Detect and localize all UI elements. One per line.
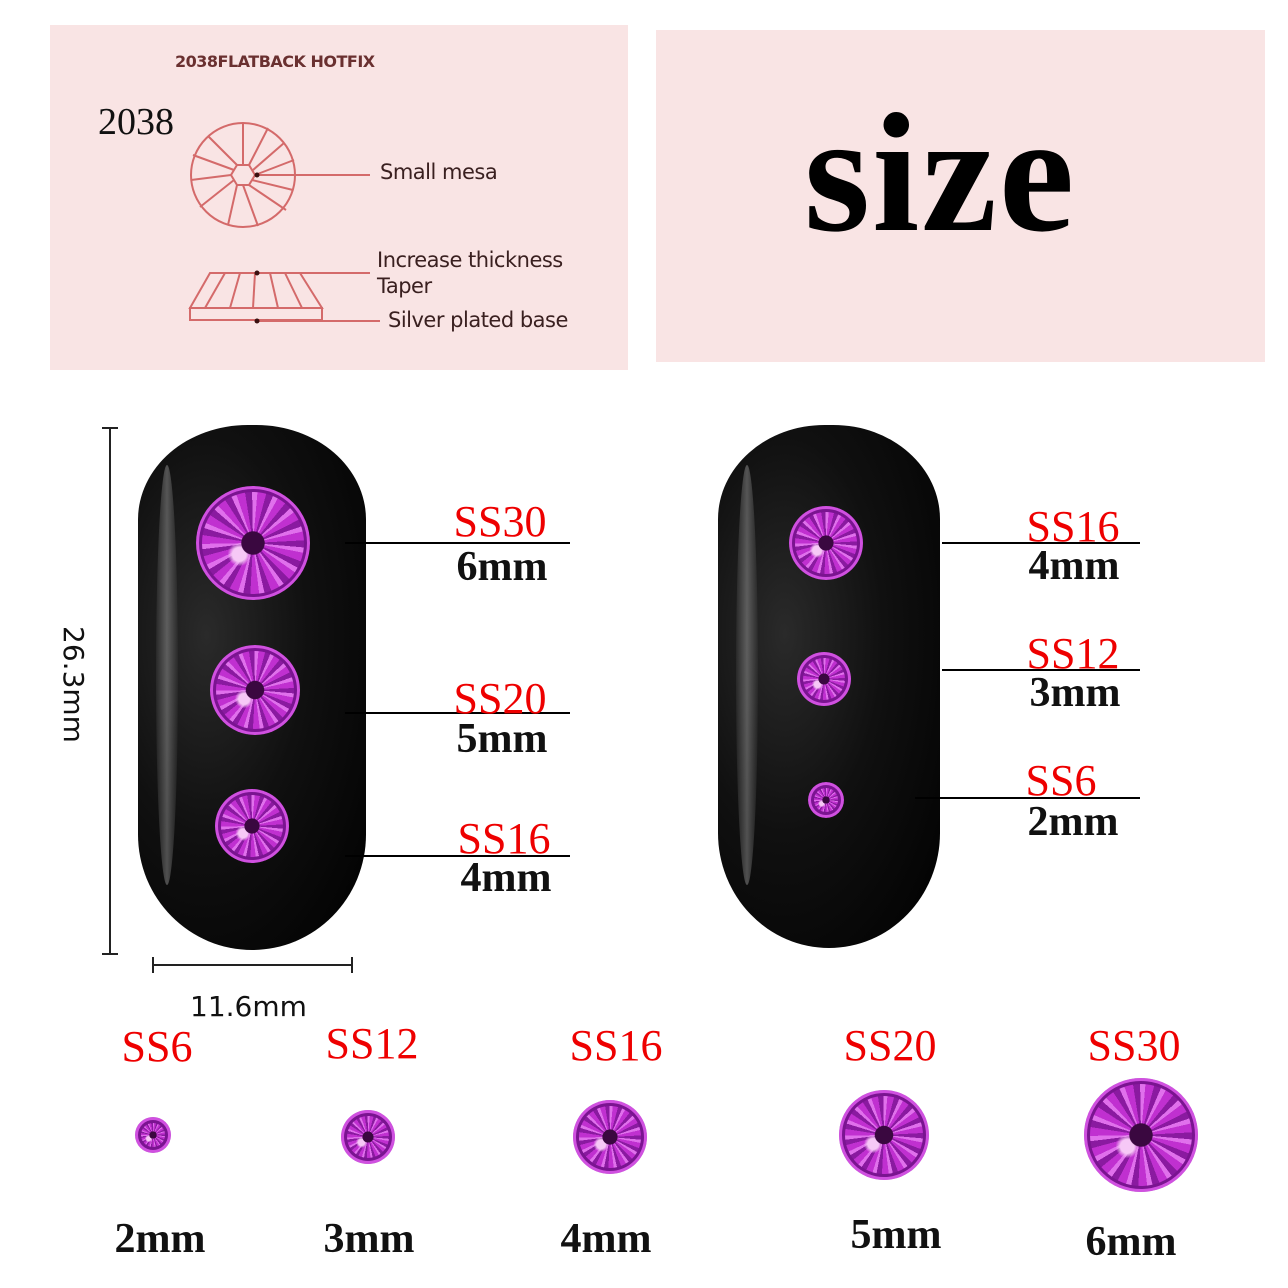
size-mm-label: 4mm — [1028, 543, 1120, 589]
size-code-label: SS16 — [457, 814, 551, 863]
size-code-label: SS6 — [1025, 756, 1097, 805]
width-dimension-line — [153, 964, 353, 966]
label-taper: Taper — [377, 274, 432, 298]
pointer-line — [915, 797, 1140, 799]
gem-ss20 — [839, 1090, 929, 1180]
title-size: size — [804, 79, 1077, 267]
size-code-label: SS12 — [1026, 629, 1120, 678]
gem-ss12 — [797, 652, 851, 706]
size-code-label: SS30 — [1087, 1021, 1181, 1070]
gem-ss6 — [808, 782, 844, 818]
size-code-label: SS20 — [453, 674, 547, 723]
gem-facet-diagram — [188, 122, 380, 324]
gem-ss16 — [573, 1100, 647, 1174]
pointer-line — [345, 542, 570, 544]
size-code-label: SS12 — [325, 1019, 419, 1068]
gem-ss16 — [789, 506, 863, 580]
size-mm-label: 3mm — [1029, 670, 1121, 716]
height-dimension-cap — [102, 427, 118, 429]
size-mm-label: 3mm — [323, 1216, 415, 1262]
gem-ss12 — [341, 1110, 395, 1164]
size-code-label: SS16 — [1026, 502, 1120, 551]
pointer-line — [942, 542, 1140, 544]
pointer-line — [345, 712, 570, 714]
model-number: 2038 — [98, 101, 174, 143]
size-mm-label: 6mm — [1085, 1219, 1177, 1265]
size-mm-label: 4mm — [460, 855, 552, 901]
size-mm-label: 2mm — [1027, 799, 1119, 845]
size-code-label: SS30 — [453, 497, 547, 546]
pointer-line — [942, 669, 1140, 671]
label-small-mesa: Small mesa — [380, 160, 498, 184]
size-code-label: SS6 — [121, 1022, 193, 1071]
height-dimension-label: 26.3mm — [56, 626, 90, 743]
gem-ss16 — [215, 789, 289, 863]
width-dimension-label: 11.6mm — [190, 990, 307, 1023]
rhinestone-diagram-panel: 2038FLATBACK HOTFIX 2038 — [50, 25, 628, 370]
gem-ss30 — [196, 486, 310, 600]
gem-ss20 — [210, 645, 300, 735]
size-mm-label: 4mm — [560, 1216, 652, 1262]
label-silver-plated-base: Silver plated base — [388, 308, 568, 332]
height-dimension-cap — [102, 953, 118, 955]
diagram-header: 2038FLATBACK HOTFIX — [175, 52, 375, 71]
label-increase-thickness: Increase thickness — [377, 248, 563, 272]
height-dimension-line — [109, 427, 111, 955]
title-panel: size — [656, 30, 1265, 362]
size-mm-label: 5mm — [850, 1212, 942, 1258]
size-code-label: SS16 — [569, 1021, 663, 1070]
pointer-line — [345, 855, 570, 857]
width-dimension-cap — [351, 957, 353, 973]
width-dimension-cap — [152, 957, 154, 973]
size-mm-label: 6mm — [456, 544, 548, 590]
size-mm-label: 5mm — [456, 716, 548, 762]
size-code-label: SS20 — [843, 1021, 937, 1070]
gem-ss30 — [1084, 1078, 1198, 1192]
gem-ss6 — [135, 1117, 171, 1153]
size-mm-label: 2mm — [114, 1216, 206, 1262]
